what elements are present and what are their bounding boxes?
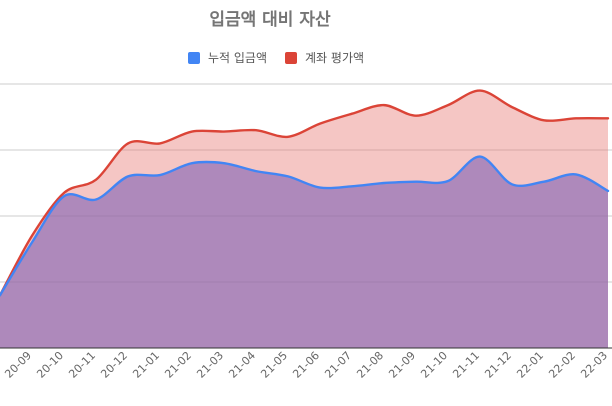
chart-title: 입금액 대비 자산 bbox=[209, 10, 331, 30]
x-tick-label: 22-01 bbox=[514, 349, 546, 381]
x-tick-label: 21-05 bbox=[258, 349, 290, 381]
line-deposits[interactable] bbox=[0, 155, 610, 297]
line-valuation[interactable] bbox=[0, 89, 610, 297]
legend-label-deposits: 누적 입금액 bbox=[208, 51, 268, 65]
x-axis-tick-labels: 20-08 20-09 20-10 20-11 20-12 21-01 21-02 21-03… bbox=[0, 349, 610, 381]
legend-label-valuation: 계좌 평가액 bbox=[305, 51, 365, 65]
legend-item-deposits[interactable]: 누적 입금액 bbox=[188, 49, 267, 66]
x-tick-label: 20-11 bbox=[66, 349, 98, 381]
x-tick-label: 21-03 bbox=[194, 349, 226, 381]
x-tick-label: 20-12 bbox=[98, 349, 130, 381]
x-tick-label: 21-01 bbox=[130, 349, 162, 381]
series-lines bbox=[0, 89, 610, 297]
area-deposits bbox=[0, 156, 608, 348]
x-tick-label: 21-11 bbox=[450, 349, 482, 381]
x-tick-label: 20-08 bbox=[0, 349, 2, 381]
legend-swatch-deposits bbox=[188, 51, 200, 64]
chart-legend: 누적 입금액 계좌 평가액 bbox=[188, 49, 382, 66]
x-tick-label: 21-02 bbox=[162, 349, 194, 381]
x-tick-label: 21-08 bbox=[354, 349, 386, 381]
x-tick-label: 21-04 bbox=[226, 349, 258, 381]
legend-swatch-valuation bbox=[285, 51, 298, 64]
x-tick-label: 21-09 bbox=[386, 349, 418, 381]
series-areas bbox=[0, 90, 608, 348]
x-tick-label: 21-07 bbox=[322, 349, 354, 381]
x-tick-label: 22-02 bbox=[546, 349, 578, 381]
x-tick-label: 21-10 bbox=[418, 349, 450, 381]
legend-item-valuation[interactable]: 계좌 평가액 bbox=[285, 49, 364, 66]
x-tick-label: 21-06 bbox=[290, 349, 322, 381]
x-tick-label: 20-09 bbox=[2, 349, 34, 381]
x-tick-label: 20-10 bbox=[34, 349, 66, 381]
x-tick-label: 22-03 bbox=[578, 349, 610, 381]
x-tick-label: 21-12 bbox=[482, 349, 514, 381]
